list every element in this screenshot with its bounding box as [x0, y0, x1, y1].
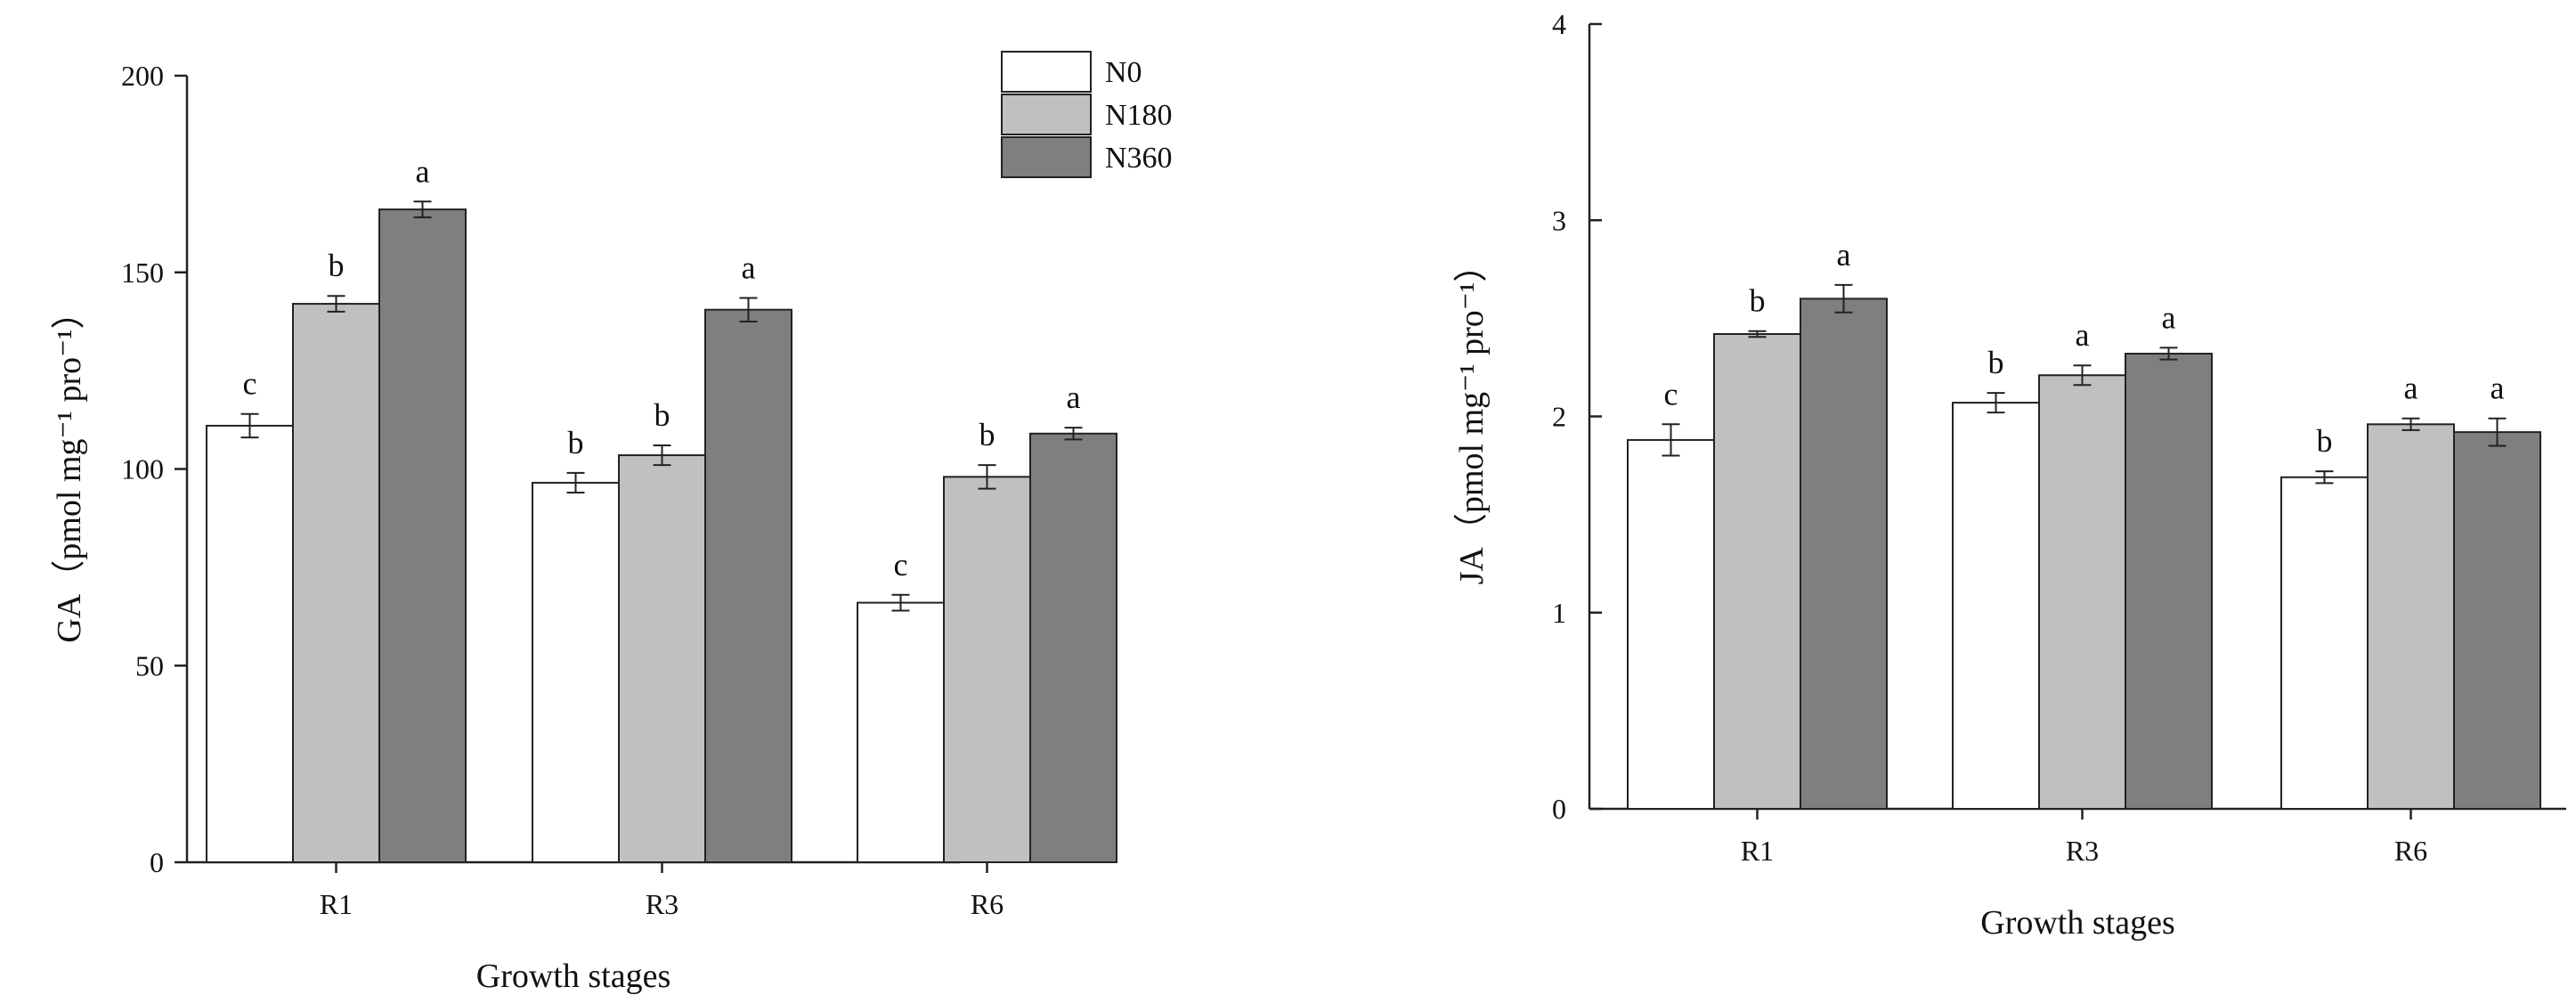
error-bar	[240, 412, 259, 439]
bar-n180-r3	[2038, 374, 2126, 810]
ja-chart: 0 1 2 3 4 R1 R3 R6 c b b b a a a a a Growth stages JA（pmol…	[1453, 8, 2566, 942]
y-tick-label: 200	[121, 60, 164, 92]
bar-n360-r3	[2125, 353, 2213, 810]
bar-n360-r3	[704, 308, 792, 863]
y-axis-title: GA（pmol mg⁻¹ pro⁻¹）	[51, 295, 88, 642]
bar-n180-r1	[292, 303, 380, 863]
significance-label: b	[979, 417, 995, 453]
legend-label: N0	[1105, 56, 1142, 89]
x-tick-label: R6	[2394, 835, 2427, 867]
bar-n360-r6	[1029, 432, 1117, 863]
y-tick-label: 0	[1552, 793, 1566, 825]
significance-label: c	[243, 366, 257, 402]
bar-n0-r3	[1952, 402, 2040, 810]
y-tick-label: 3	[1552, 204, 1566, 236]
significance-label: b	[329, 248, 345, 283]
y-tick-label: 0	[150, 846, 164, 878]
bar-n180-r1	[1713, 332, 1801, 810]
legend: N0 N180 N360	[1001, 51, 1173, 178]
significance-label: a	[2076, 317, 2090, 353]
bar-n0-r1	[206, 424, 294, 863]
error-bar	[1748, 330, 1767, 338]
bar-n360-r6	[2453, 431, 2541, 810]
significance-label: b	[1750, 283, 1766, 319]
x-tick-label: R3	[2066, 835, 2099, 867]
significance-label: a	[1837, 237, 1851, 273]
legend-swatch-n0	[1001, 51, 1092, 93]
error-bar	[978, 464, 996, 490]
bar-n0-r3	[532, 481, 620, 863]
error-bar	[1834, 283, 1853, 314]
significance-label: b	[1988, 345, 2004, 380]
bar-n0-r6	[857, 601, 945, 863]
y-tick-label: 100	[121, 453, 164, 485]
significance-label: c	[894, 547, 908, 583]
bar-n180-r3	[618, 454, 706, 863]
y-tick-label: 4	[1552, 8, 1566, 40]
significance-label: a	[742, 249, 756, 285]
y-tick-label: 50	[135, 649, 164, 681]
bar-n360-r1	[1800, 298, 1888, 811]
bar-n360-r1	[378, 208, 467, 864]
ga-chart: 0 50 100 150 200 R1 R3 R6 c b c b b b a a a Growth stages…	[51, 51, 1173, 995]
bar-n180-r6	[2367, 423, 2455, 810]
error-bar	[1064, 427, 1083, 441]
bar-n0-r6	[2280, 476, 2369, 811]
legend-label: N180	[1105, 99, 1173, 132]
x-tick-label: R6	[971, 888, 1004, 920]
significance-label: c	[1664, 376, 1678, 412]
error-bar	[891, 593, 910, 612]
error-bar	[566, 471, 585, 493]
error-bar	[1662, 423, 1680, 457]
error-bar	[327, 295, 345, 313]
legend-swatch-n180	[1001, 94, 1092, 135]
significance-label: a	[416, 153, 430, 189]
error-bar	[2401, 417, 2420, 431]
error-bar	[1987, 392, 2005, 414]
significance-label: a	[2491, 371, 2505, 406]
error-bar	[413, 200, 432, 218]
error-bar	[653, 444, 671, 467]
x-tick-label: R3	[646, 888, 679, 920]
x-axis-title: Growth stages	[1980, 904, 2174, 942]
y-tick-label: 150	[121, 257, 164, 289]
significance-label: a	[2162, 299, 2176, 335]
significance-label: a	[1067, 379, 1081, 415]
significance-label: b	[654, 397, 670, 433]
x-axis-title: Growth stages	[476, 958, 670, 995]
error-bar	[2159, 347, 2178, 361]
error-bar	[2073, 364, 2092, 387]
bar-n0-r1	[1627, 438, 1715, 810]
significance-label: a	[2404, 371, 2418, 406]
bar-n180-r6	[943, 476, 1031, 864]
legend-label: N360	[1105, 142, 1173, 175]
y-tick-label: 1	[1552, 597, 1566, 629]
legend-swatch-n360	[1001, 136, 1092, 178]
y-tick-label: 2	[1552, 401, 1566, 433]
significance-label: b	[2317, 423, 2333, 459]
error-bar	[739, 297, 758, 322]
x-tick-label: R1	[1741, 835, 1774, 867]
error-bar	[2315, 470, 2334, 485]
y-axis-title: JA（pmol mg⁻¹ pro⁻¹）	[1453, 249, 1491, 584]
x-tick-label: R1	[320, 888, 353, 920]
significance-label: b	[568, 425, 584, 461]
error-bar	[2488, 417, 2507, 447]
